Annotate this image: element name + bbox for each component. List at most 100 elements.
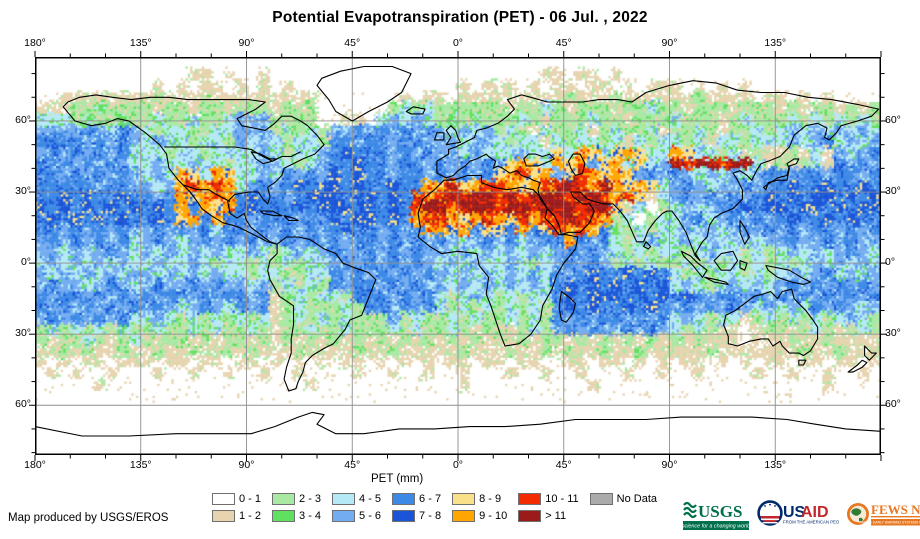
outline-b2 <box>182 184 231 202</box>
lat-label-right: 60° <box>885 113 901 126</box>
legend-swatch <box>212 510 235 522</box>
fewsnet-wordmark: FEWS NET <box>871 502 920 517</box>
outline-aq <box>35 411 881 437</box>
coastline-ts <box>798 359 807 366</box>
legend-label: 8 - 9 <box>479 493 502 505</box>
legend-label: 3 - 4 <box>299 510 322 522</box>
lon-label-top: 0° <box>452 37 464 49</box>
legend-column: 4 - 5 5 - 6 <box>332 492 381 523</box>
credit-text: Map produced by USGS/EROS <box>8 512 169 524</box>
legend-title: PET (mm) <box>371 473 424 485</box>
usaid-aid: AID <box>801 504 829 521</box>
coastline-jv <box>704 276 729 285</box>
map-title: Potential Evapotranspiration (PET) - 06 … <box>272 9 648 26</box>
coastline-jp <box>762 158 800 191</box>
coastline-sa <box>267 236 377 392</box>
legend-column: 0 - 1 1 - 2 <box>212 492 261 523</box>
lat-label-left: 30° <box>15 185 31 198</box>
legend-swatch <box>392 510 416 522</box>
legend-swatch <box>452 510 476 522</box>
legend-column: 10 - 11 > 11 <box>518 492 579 523</box>
lat-label-right: 0° <box>885 256 896 269</box>
legend-swatch <box>272 510 296 522</box>
legend-label: 1 - 2 <box>239 510 262 522</box>
coastline-bo <box>713 250 739 271</box>
coastline-cu <box>260 210 283 217</box>
coastlines <box>35 65 881 437</box>
legend-item: 10 - 11 <box>518 492 579 506</box>
lat-label-right: 30° <box>885 185 901 198</box>
legend-item: > 11 <box>518 509 578 523</box>
map-area <box>35 57 881 455</box>
fewsnet-logo: FEWS NET FAMINE EARLY WARNING SYSTEMS NE… <box>847 502 920 526</box>
coastline-uk <box>445 125 461 146</box>
coastline-ng <box>765 264 812 285</box>
lon-label-bottom: 90° <box>661 459 678 471</box>
lon-label-top: 135° <box>764 37 787 49</box>
legend-label: 2 - 3 <box>299 493 322 505</box>
coastline-af <box>417 174 579 347</box>
legend-item: 5 - 6 <box>332 509 381 523</box>
lat-label-left: 0° <box>20 256 31 269</box>
legend-swatch <box>518 493 542 505</box>
usgs-tagline: science for a changing world <box>682 524 750 530</box>
legend-swatch <box>392 493 416 505</box>
legend-swatch <box>332 493 356 505</box>
legend-column: No Data <box>589 492 657 523</box>
coastline-su <box>739 260 748 271</box>
coastline-cs <box>567 153 586 177</box>
map-overlay <box>35 57 881 455</box>
coastline-ph <box>739 219 750 245</box>
coastline-ic <box>405 106 426 115</box>
map-frame <box>35 57 881 455</box>
legend-item: 2 - 3 <box>272 492 321 506</box>
lon-label-bottom: 45° <box>344 459 361 471</box>
coastline-n2 <box>847 359 868 373</box>
legend-label: 10 - 11 <box>545 493 579 505</box>
usgs-logo: USGS science for a changing world <box>682 501 750 530</box>
legend-label: 4 - 5 <box>359 493 382 505</box>
coastline-au <box>723 288 819 357</box>
legend-label: 0 - 1 <box>239 493 262 505</box>
coastline-sm <box>680 250 708 278</box>
legend-label: 5 - 6 <box>359 510 382 522</box>
coastline-mg <box>558 290 577 323</box>
coastline-na <box>62 94 325 245</box>
coastline-n1 <box>864 345 877 361</box>
coastline-eu <box>436 80 880 262</box>
partner-logos: USGS science for a changing world US AID… <box>682 497 920 532</box>
legend-item: 8 - 9 <box>452 492 507 506</box>
legend-column: 8 - 9 9 - 10 <box>452 492 507 523</box>
coastline-gl <box>250 151 278 165</box>
legend-item: 1 - 2 <box>212 509 261 523</box>
lon-label-top: 90° <box>661 37 678 49</box>
outline-b1 <box>164 146 301 162</box>
lon-label-bottom: 135° <box>764 459 787 471</box>
coastline-hp <box>283 215 299 222</box>
legend-label: 7 - 8 <box>419 510 442 522</box>
lon-label-top: 45° <box>555 37 572 49</box>
lon-label-bottom: 90° <box>238 459 255 471</box>
legend-label: 9 - 10 <box>479 510 508 522</box>
legend-item: 4 - 5 <box>332 492 381 506</box>
usaid-us: US <box>783 504 806 521</box>
coastline-gr <box>316 65 412 122</box>
lat-label-left: 60° <box>15 398 31 411</box>
legend: 0 - 1 1 - 2 2 - 3 3 - 4 4 - 5 5 - 6 6 - 7 7 - 8… <box>212 492 657 523</box>
usgs-wordmark: USGS <box>698 502 742 521</box>
lon-label-bottom: 45° <box>555 459 572 471</box>
legend-swatch <box>212 493 235 505</box>
legend-item: 3 - 4 <box>272 509 321 523</box>
lon-label-top: 180° <box>24 37 46 49</box>
lat-label-right: 60° <box>885 398 901 411</box>
legend-item: 7 - 8 <box>392 509 441 523</box>
lon-label-top: 90° <box>238 37 255 49</box>
legend-swatch <box>589 493 613 505</box>
coastline-ir <box>433 132 445 141</box>
lat-label-left: 60° <box>15 113 31 126</box>
legend-item: No Data <box>589 492 657 506</box>
lon-label-bottom: 180° <box>24 459 46 471</box>
lon-label-top: 135° <box>129 37 152 49</box>
legend-label: 6 - 7 <box>419 493 442 505</box>
